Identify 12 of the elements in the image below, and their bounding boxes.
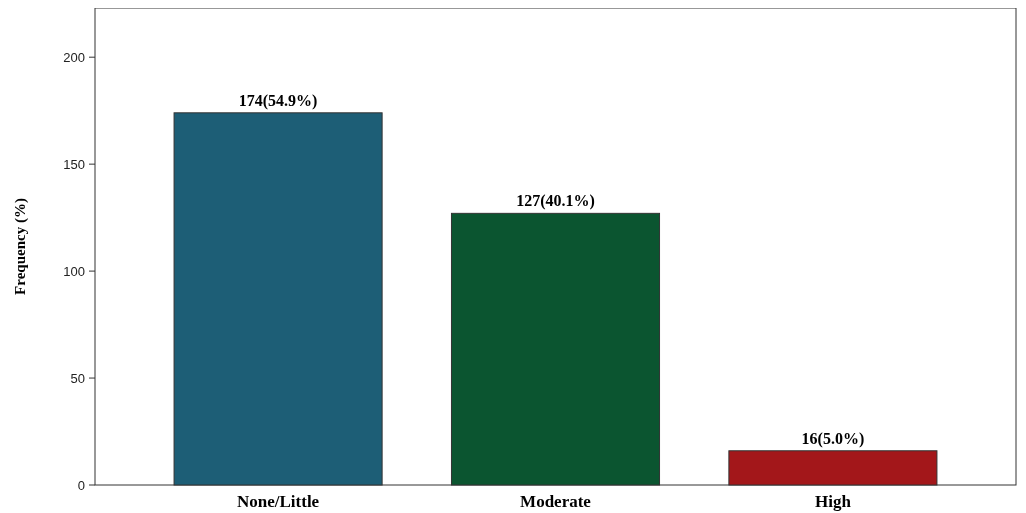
y-tick-label: 200 (63, 49, 85, 65)
data-label: 174(54.9%) (238, 91, 318, 110)
y-tick-label: 150 (63, 156, 85, 172)
x-tick-label: Moderate (520, 492, 592, 511)
y-tick-label: 0 (77, 477, 85, 493)
y-tick-label: 50 (70, 370, 85, 386)
y-axis-title: Frequency (%) (12, 198, 29, 295)
data-label: 127(40.1%) (516, 192, 595, 211)
x-tick-label: High (814, 492, 852, 511)
data-label: 16(5.0%) (801, 429, 865, 448)
x-tick-label: None/Little (237, 492, 320, 511)
y-tick-label: 100 (63, 263, 85, 279)
